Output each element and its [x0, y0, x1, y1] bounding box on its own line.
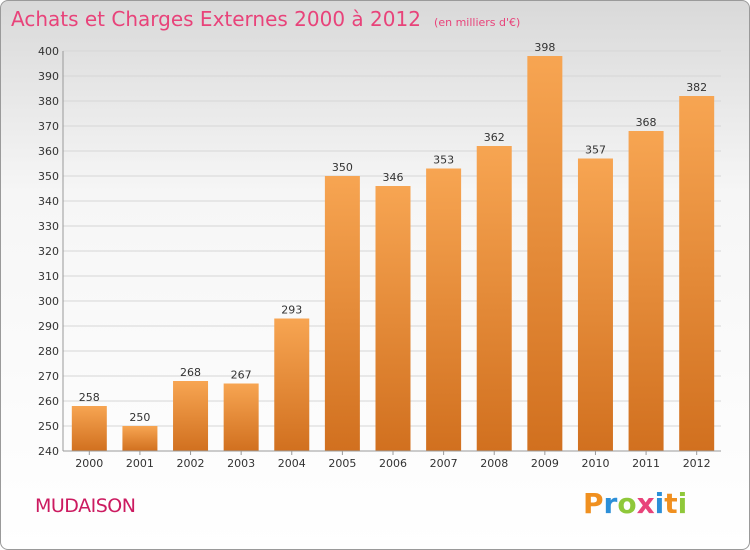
x-tick-label: 2010: [581, 457, 609, 470]
x-tick-label: 2000: [75, 457, 103, 470]
y-tick-label: 330: [38, 220, 59, 233]
logo-letter: t: [664, 487, 678, 520]
x-tick-label: 2012: [683, 457, 711, 470]
y-tick-label: 290: [38, 320, 59, 333]
x-tick-label: 2006: [379, 457, 407, 470]
data-label: 268: [180, 366, 201, 379]
x-tick-label: 2009: [531, 457, 559, 470]
bar: [173, 381, 209, 451]
logo-letter: o: [617, 487, 637, 520]
y-tick-label: 320: [38, 245, 59, 258]
data-label: 368: [636, 116, 657, 129]
y-tick-label: 260: [38, 395, 59, 408]
logo-letter: P: [583, 487, 604, 520]
data-label: 258: [79, 391, 100, 404]
bar: [324, 176, 360, 451]
data-label: 267: [231, 369, 252, 382]
bar: [679, 96, 715, 451]
data-label: 353: [433, 154, 454, 167]
data-label: 350: [332, 161, 353, 174]
data-label: 398: [534, 41, 555, 54]
bar: [122, 426, 158, 451]
bar: [476, 146, 512, 451]
x-tick-label: 2008: [480, 457, 508, 470]
x-tick-label: 2004: [278, 457, 306, 470]
y-tick-label: 310: [38, 270, 59, 283]
y-tick-label: 240: [38, 445, 59, 458]
data-label: 346: [383, 171, 404, 184]
logo-letter: x: [636, 487, 655, 520]
data-label: 357: [585, 144, 606, 157]
y-tick-label: 370: [38, 120, 59, 133]
y-tick-label: 400: [38, 45, 59, 58]
bar: [577, 158, 613, 451]
data-label: 362: [484, 131, 505, 144]
x-tick-label: 2001: [126, 457, 154, 470]
logo-letter: i: [654, 487, 665, 520]
bar: [628, 131, 664, 451]
data-label: 382: [686, 81, 707, 94]
bar: [274, 318, 310, 451]
y-tick-label: 250: [38, 420, 59, 433]
logo-letter: r: [603, 487, 618, 520]
proxiti-logo[interactable]: Proxiti: [583, 487, 687, 520]
y-tick-label: 360: [38, 145, 59, 158]
bar: [527, 56, 563, 451]
x-axis: 2000 2001 2002 2003 2004 2005 2006 2007 2008 2009…: [63, 450, 721, 470]
x-tick-label: 2007: [430, 457, 458, 470]
y-axis: 240 250 260 270 280 290 300 310 320 330 340 350 360 3…: [38, 45, 64, 458]
x-tick-label: 2005: [328, 457, 356, 470]
y-tick-label: 280: [38, 345, 59, 358]
title-row: Achats et Charges Externes 2000 à 2012 (…: [11, 7, 520, 31]
chart-title: Achats et Charges Externes 2000 à 2012: [11, 7, 421, 31]
data-label: 293: [281, 304, 302, 317]
x-tick-label: 2002: [177, 457, 205, 470]
bars: 258 250 268 267 293 350 346 353 362 398 357 368 382: [71, 41, 715, 451]
bar: [426, 168, 462, 451]
y-tick-label: 300: [38, 295, 59, 308]
commune-name: MUDAISON: [35, 495, 136, 517]
x-tick-label: 2011: [632, 457, 660, 470]
bar: [375, 186, 411, 451]
x-tick-label: 2003: [227, 457, 255, 470]
y-tick-label: 340: [38, 195, 59, 208]
chart-subtitle: (en milliers d'€): [434, 16, 521, 29]
data-label: 250: [129, 411, 150, 424]
y-tick-label: 380: [38, 95, 59, 108]
bar: [223, 383, 259, 451]
y-tick-label: 270: [38, 370, 59, 383]
y-tick-label: 350: [38, 170, 59, 183]
logo-letter: i: [677, 487, 688, 520]
bar: [71, 406, 107, 451]
y-tick-label: 390: [38, 70, 59, 83]
